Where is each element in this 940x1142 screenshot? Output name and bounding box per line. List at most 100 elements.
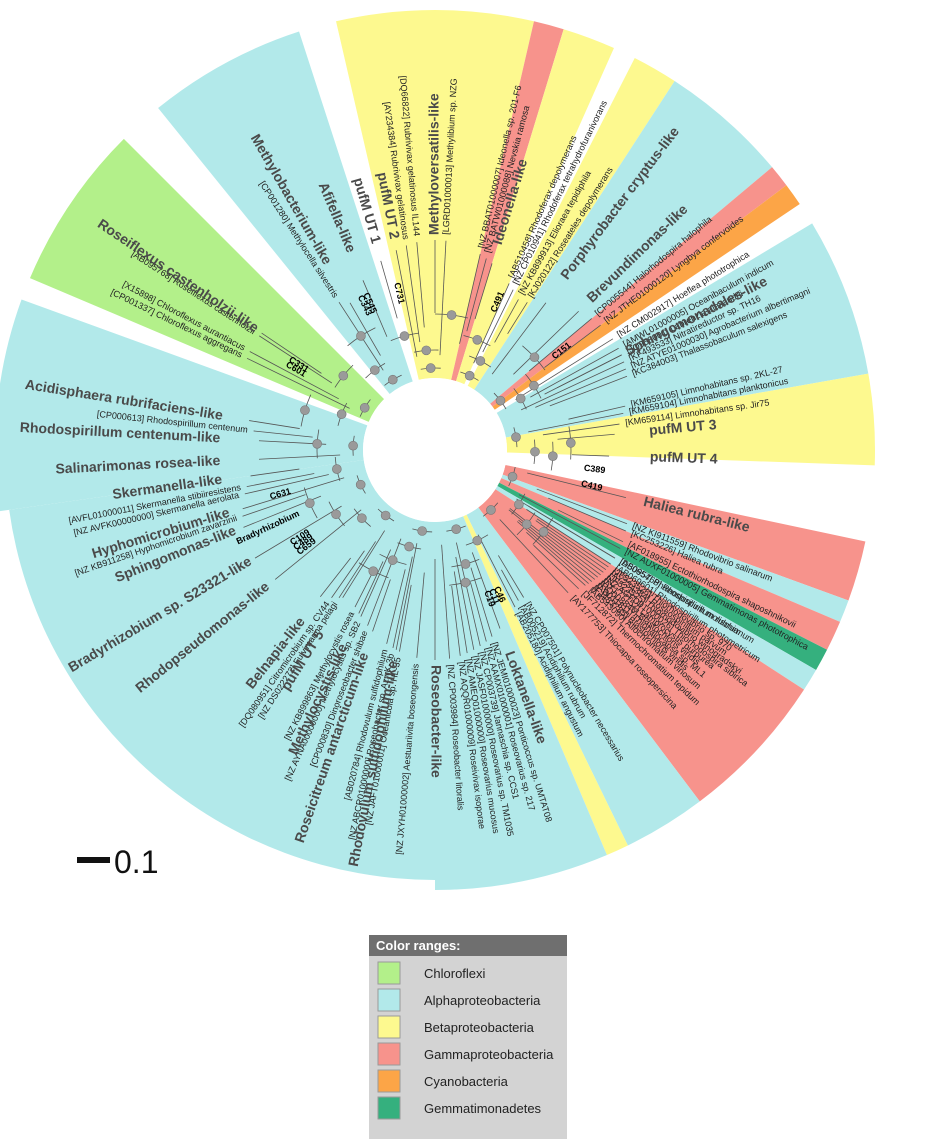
branch — [549, 375, 628, 407]
branch — [354, 571, 374, 608]
legend-header — [369, 935, 567, 956]
branch — [557, 433, 615, 440]
bootstrap-node — [515, 393, 526, 404]
branch — [513, 310, 579, 375]
bootstrap-node — [451, 524, 462, 535]
branch — [320, 557, 351, 598]
bootstrap-node — [464, 370, 475, 381]
color-range-gammaproteobacteria-13 — [502, 464, 866, 601]
branch — [451, 585, 461, 656]
bootstrap-node — [348, 440, 358, 451]
branch — [246, 473, 315, 487]
legend-items: Chloroflexi Alphaproteobacteria Betaproteo… — [377, 961, 554, 1120]
branch — [259, 335, 333, 384]
color-range-betaproteobacteria-7 — [467, 57, 675, 390]
branch — [507, 302, 528, 335]
bootstrap-node — [566, 438, 576, 448]
bootstrap-node — [530, 446, 540, 457]
tree-node-markers — [300, 310, 576, 588]
branch — [544, 324, 601, 368]
bootstrap-node — [359, 402, 370, 413]
color-range-gammaproteobacteria-18 — [478, 489, 805, 802]
branch — [518, 494, 621, 549]
color-range-alphaproteobacteria-3 — [158, 31, 413, 395]
branch — [542, 423, 620, 436]
legend: Color ranges: Chloroflexi Alphaproteobact… — [369, 935, 567, 1139]
clade-label: pufM UT 3 — [648, 416, 717, 438]
branch — [527, 472, 627, 498]
color-range-gammaproteobacteria-5 — [451, 21, 564, 382]
bootstrap-node — [529, 352, 540, 363]
branch — [530, 347, 619, 398]
branch — [249, 351, 339, 400]
branch — [455, 542, 481, 647]
branch — [395, 250, 418, 357]
bootstrap-node — [404, 541, 414, 552]
branch — [517, 521, 589, 584]
branch — [477, 534, 516, 608]
color-range-betaproteobacteria-20 — [463, 514, 628, 856]
clade-label: pufM UT 4 — [650, 448, 718, 466]
bootstrap-node — [336, 409, 347, 419]
branch — [491, 302, 547, 375]
legend-label: Gammaproteobacteria — [424, 1047, 554, 1062]
clade-label: Roseobacter-like — [428, 665, 444, 778]
bootstrap-node — [338, 370, 349, 381]
bootstrap-node — [357, 513, 367, 523]
color-range-alphaproteobacteria-0 — [9, 460, 436, 880]
branch — [526, 509, 611, 565]
branch — [342, 530, 385, 598]
color-range-betaproteobacteria-6 — [456, 29, 614, 385]
legend-swatch — [377, 961, 401, 985]
branch — [470, 582, 487, 642]
branch — [459, 253, 481, 344]
branch — [548, 497, 627, 532]
bootstrap-node — [368, 566, 379, 576]
branch — [501, 569, 519, 601]
color-range-gammaproteobacteria-15 — [499, 478, 841, 650]
bootstrap-node — [538, 527, 549, 537]
branch — [482, 289, 514, 353]
node-label: C731 — [392, 282, 407, 305]
bootstrap-node — [399, 331, 410, 341]
branch — [405, 245, 421, 343]
branch — [338, 541, 376, 599]
branch — [367, 538, 402, 626]
branch — [494, 299, 519, 343]
branch — [399, 584, 412, 652]
scale-bar: 0.1 — [77, 844, 158, 880]
branch — [386, 569, 406, 644]
legend-swatch — [377, 988, 401, 1012]
bootstrap-node — [460, 559, 471, 569]
branch — [499, 519, 569, 594]
branch — [509, 508, 599, 578]
branch — [244, 474, 329, 495]
color-range-cyanobacteria-10 — [492, 185, 800, 410]
branch — [528, 413, 624, 433]
branch — [544, 532, 601, 576]
branch — [520, 361, 625, 411]
branch — [545, 530, 604, 573]
bootstrap-node — [380, 510, 391, 521]
color-range-alphaproteobacteria-17 — [495, 486, 817, 690]
branch — [380, 260, 398, 319]
branch — [242, 477, 345, 510]
branch — [274, 509, 362, 580]
branch — [528, 318, 593, 372]
branch — [533, 544, 579, 590]
branch — [360, 549, 392, 617]
legend-title: Color ranges: — [376, 938, 461, 953]
legend-swatch — [377, 1042, 401, 1066]
branch — [568, 405, 626, 420]
bootstrap-node — [529, 380, 539, 391]
legend-label: Alphaproteobacteria — [424, 993, 541, 1008]
branch — [473, 283, 510, 364]
branch — [528, 505, 616, 559]
branch — [258, 454, 341, 460]
branch — [372, 579, 391, 632]
branch — [471, 552, 501, 629]
branch — [535, 368, 627, 408]
branch — [466, 258, 487, 332]
branch — [439, 240, 447, 356]
